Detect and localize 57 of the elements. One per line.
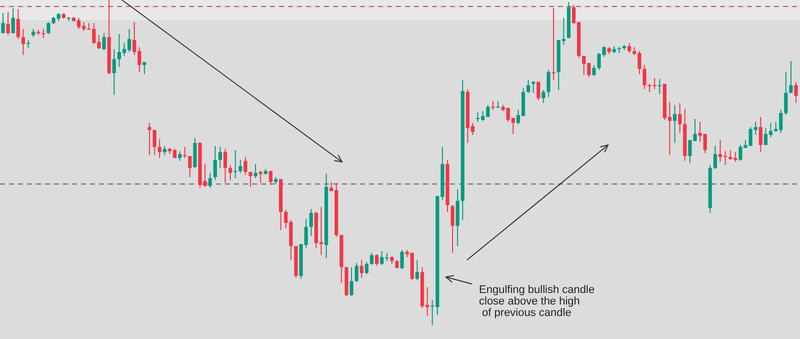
candlestick	[208, 172, 212, 188]
candlestick	[415, 260, 419, 281]
candlestick	[254, 164, 258, 179]
candlestick	[784, 72, 788, 116]
candlestick	[592, 64, 596, 77]
candlestick	[642, 64, 646, 90]
candlestick	[364, 261, 368, 274]
candlestick	[532, 80, 536, 94]
candlestick	[112, 48, 116, 96]
candlestick	[11, 8, 15, 34]
candlestick	[268, 170, 272, 186]
candlestick	[46, 22, 50, 35]
candlestick	[21, 28, 26, 56]
candlestick	[6, 12, 10, 36]
candlestick	[142, 62, 146, 75]
candlestick	[360, 260, 364, 278]
candlestick	[223, 148, 228, 184]
candlestick	[354, 262, 358, 283]
candlestick	[678, 102, 682, 134]
candlestick	[1, 12, 5, 34]
candlestick	[672, 104, 677, 144]
candlestick	[370, 252, 374, 266]
candlestick	[758, 116, 762, 153]
candlestick	[309, 208, 313, 236]
candlestick	[789, 60, 793, 94]
candlestick	[234, 150, 238, 179]
candlestick	[16, 8, 20, 40]
candlestick	[374, 254, 379, 266]
candlestick	[248, 171, 252, 188]
candlestick	[450, 204, 454, 254]
candlestick	[213, 145, 217, 181]
candlestick	[178, 150, 182, 162]
candlestick	[42, 28, 46, 39]
candlestick	[244, 156, 248, 176]
candlestick	[218, 146, 222, 169]
candlestick	[628, 42, 632, 54]
candlestick	[713, 145, 717, 170]
candlestick	[258, 170, 262, 184]
candlestick	[188, 156, 192, 178]
candlestick	[183, 146, 187, 158]
candlestick	[794, 81, 798, 104]
candlestick	[542, 90, 546, 104]
annotation: Engulfing bullish candle close above the high of previous candle	[479, 284, 595, 319]
candlestick	[148, 122, 152, 156]
candlestick	[526, 79, 530, 94]
candlestick	[238, 159, 242, 174]
candlestick	[546, 69, 550, 98]
candlestick	[152, 130, 156, 156]
candlestick	[552, 8, 556, 80]
candlestick	[102, 32, 106, 51]
candlestick	[491, 100, 495, 110]
candlestick	[536, 81, 540, 101]
candlestick	[658, 78, 662, 94]
candlestick	[158, 138, 162, 158]
candlestick	[400, 249, 404, 270]
candlestick	[228, 164, 232, 181]
candlestick	[350, 266, 354, 297]
